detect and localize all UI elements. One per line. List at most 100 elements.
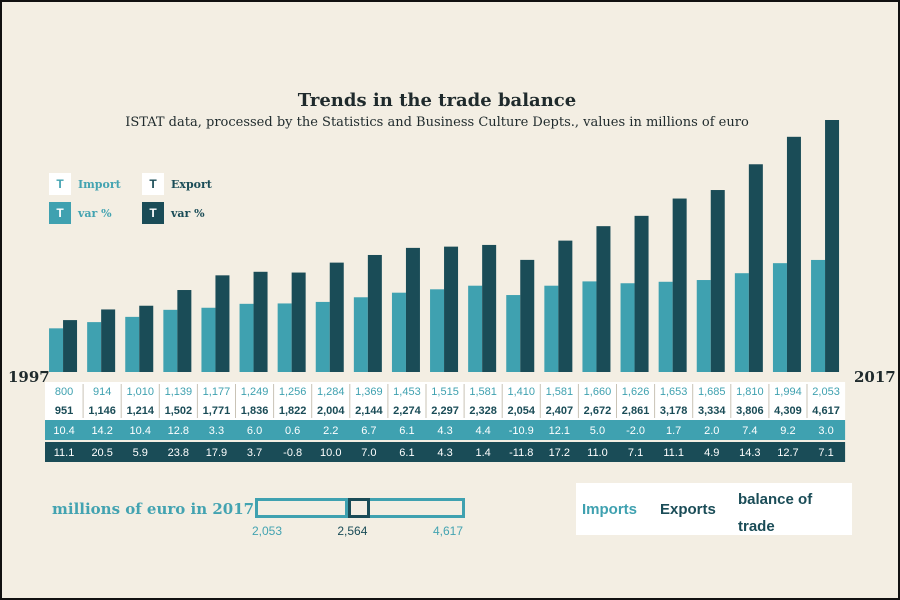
import-value-2004: 1,284: [317, 386, 345, 398]
export-value-2006: 2,274: [393, 405, 421, 417]
import-var-1999: 10.4: [130, 425, 151, 437]
import-value-2017: 2,053: [812, 386, 840, 398]
export-value-2002: 1,836: [241, 405, 269, 417]
import-var-2014: 2.0: [704, 425, 719, 437]
export-var-1997: 11.1: [54, 447, 75, 459]
import-value-2006: 1,453: [393, 386, 421, 398]
export-bar-2007: [444, 246, 459, 372]
import-var-2004: 2.2: [323, 425, 338, 437]
export-value-2011: 2,672: [584, 405, 612, 417]
export-value-2007: 2,297: [431, 405, 459, 417]
export-bar-2001: [215, 275, 230, 372]
import-value-2013: 1,653: [660, 386, 688, 398]
import-bar-2002: [239, 303, 254, 372]
export-bar-2013: [672, 198, 687, 372]
export-value-2017: 4,617: [812, 405, 840, 417]
year-end-label: 2017: [854, 368, 896, 386]
import-value-2007: 1,515: [431, 386, 459, 398]
import-bar-2011: [582, 281, 597, 372]
export-value-2010: 2,407: [546, 405, 574, 417]
import-var-2011: 5.0: [590, 425, 605, 437]
export-bar-2009: [520, 259, 535, 372]
export-bar-1999: [139, 305, 154, 372]
export-var-2000: 23.8: [168, 447, 189, 459]
import-var-2008: 4.4: [476, 425, 491, 437]
import-value-1997: 800: [55, 386, 73, 398]
export-bar-2000: [177, 290, 192, 372]
bottom-legend-balance: balance of trade: [738, 491, 813, 535]
import-bar-2001: [201, 307, 216, 372]
export-bar-2015: [748, 164, 763, 372]
import-var-2006: 6.1: [399, 425, 414, 437]
import-var-2001: 3.3: [209, 425, 224, 437]
export-var-2009: -11.8: [509, 447, 533, 459]
export-bar-2004: [329, 262, 344, 372]
import-value-2008: 1,581: [469, 386, 497, 398]
legend-export-var: T var %: [142, 202, 205, 224]
import-bar-2000: [163, 309, 178, 372]
import-bar-2016: [772, 263, 787, 372]
year-start-label: 1997: [8, 368, 50, 386]
chart-subtitle: ISTAT data, processed by the Statistics …: [125, 115, 749, 130]
export-value-2001: 1,771: [203, 405, 231, 417]
import-value-2012: 1,626: [622, 386, 650, 398]
import-var-2017: 3.0: [818, 425, 833, 437]
import-bar-2013: [658, 281, 673, 372]
export-value-2000: 1,502: [165, 405, 193, 417]
export-bar-2017: [825, 120, 840, 372]
legend-export-label: Export: [171, 177, 212, 191]
export-bar-2012: [634, 215, 649, 372]
import-var-2012: -2.0: [626, 425, 645, 437]
import-bar-1998: [87, 322, 102, 372]
export-bar-2002: [253, 271, 268, 372]
import-value-2000: 1,139: [165, 386, 193, 398]
export-var-2013: 11.1: [663, 447, 684, 459]
export-var-2016: 12.7: [777, 447, 798, 459]
import-value-2003: 1,256: [279, 386, 307, 398]
legend-export: T Export: [142, 173, 212, 195]
legend-export-var-label: var %: [171, 206, 205, 220]
export-var-row-background: [45, 442, 846, 462]
import-value-2001: 1,177: [203, 386, 231, 398]
export-bar-1997: [63, 320, 78, 372]
export-value-2008: 2,328: [469, 405, 497, 417]
import-var-1997: 10.4: [53, 425, 74, 437]
export-value-2005: 2,144: [355, 405, 383, 417]
balance-scale-bar: [348, 498, 371, 518]
export-value-2003: 1,822: [279, 405, 307, 417]
export-var-2006: 6.1: [399, 447, 414, 459]
import-value-1999: 1,010: [126, 386, 154, 398]
export-var-2014: 4.9: [704, 447, 719, 459]
import-var-row-background: [45, 420, 846, 440]
export-var-2004: 10.0: [320, 447, 341, 459]
export-value-2009: 2,054: [507, 405, 535, 417]
values-table-background: [45, 382, 846, 422]
export-var-2002: 3.7: [247, 447, 262, 459]
import-bar-2007: [430, 289, 445, 372]
import-bar-2008: [468, 285, 483, 372]
legend-export-var-icon: T: [142, 202, 164, 224]
import-var-2000: 12.8: [168, 425, 189, 437]
export-value-2012: 2,861: [622, 405, 650, 417]
import-bar-2003: [277, 303, 292, 372]
import-bar-1997: [49, 328, 64, 372]
import-var-2007: 4.3: [437, 425, 452, 437]
legend-import-label: Import: [78, 177, 121, 191]
import-value-1998: 914: [93, 386, 111, 398]
import-bar-2004: [315, 301, 330, 372]
export-value-1997: 951: [55, 405, 73, 417]
export-var-2011: 11.0: [587, 447, 608, 459]
export-value-1998: 1,146: [88, 405, 116, 417]
export-var-2010: 17.2: [549, 447, 570, 459]
export-value-2016: 4,309: [774, 405, 802, 417]
import-value-2014: 1,685: [698, 386, 726, 398]
import-value-2002: 1,249: [241, 386, 269, 398]
export-value-2004: 2,004: [317, 405, 345, 417]
scale-title: millions of euro in 2017: [52, 500, 255, 518]
bottom-legend-imports: Imports: [582, 501, 638, 518]
scale-exports-value: 4,617: [433, 524, 464, 538]
bar-chart: 800 951 10.4 11.1 914 1,146 14.2 20.5 1,010 1,214…: [45, 120, 846, 462]
import-bar-2012: [620, 283, 635, 372]
export-var-1999: 5.9: [133, 447, 148, 459]
